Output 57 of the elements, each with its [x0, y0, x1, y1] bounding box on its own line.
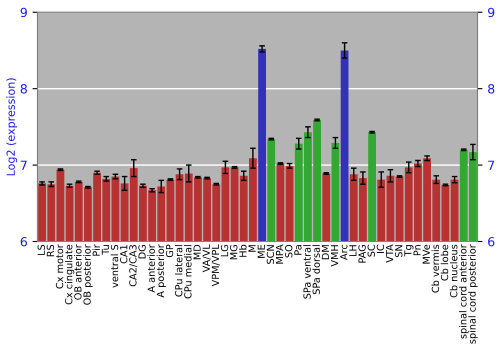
x-tick-label: Cx motor [56, 244, 64, 289]
x-tick-label: SN [395, 245, 402, 258]
x-tick-label: SPa ventral [303, 245, 311, 299]
x-tick-label: LH [349, 245, 356, 256]
x-tick-label: CPu medial [184, 245, 192, 298]
y2-tick-label: 6 [488, 236, 494, 246]
x-tick-label: IC [376, 244, 384, 253]
x-tick-label: VTA [386, 244, 394, 263]
x-tick-label: A posterior [156, 244, 166, 298]
x-tick-label: Cb lobe [440, 244, 448, 281]
x-tick-label: CA2/CA3 [129, 245, 138, 286]
x-tick-label: DG [138, 245, 146, 258]
x-tick-label: CA1 [120, 245, 128, 264]
x-tick-label: Tu [102, 245, 110, 255]
x-tick-label: SPa dorsal [312, 245, 320, 294]
y-tick-label: 6 [20, 236, 27, 246]
x-tick-label: GP [166, 244, 174, 258]
x-tick-label: SC [368, 244, 375, 257]
x-tick-label: PAG [358, 245, 366, 263]
x-tick-label: Cb vermis [432, 244, 440, 293]
x-tick-label: CPu lateral [174, 245, 182, 297]
x-tick-label: VA/VL [202, 244, 211, 272]
x-tick-label: MVe [422, 244, 430, 264]
y-tick-label: 9 [20, 8, 27, 18]
x-tick-label: LS [38, 244, 45, 255]
x-tick-label: VMH [331, 245, 338, 267]
x-tick-label: Cx cingulate [64, 244, 74, 304]
x-tick-label: SCN [266, 245, 274, 264]
y-tick-label: 8 [20, 84, 27, 94]
y2-tick-label: 7 [488, 160, 494, 170]
x-tick-label: RS [46, 244, 54, 256]
x-tick-label: Cb nucleus [450, 244, 458, 298]
y-tick-label: 7 [20, 160, 27, 170]
x-tick-label: ME [258, 244, 265, 258]
x-tick-label: ventral S [110, 244, 118, 288]
x-tick-label: Hb [239, 244, 247, 257]
y-axis-title: Log2 (expression) [6, 78, 18, 176]
x-tick-label: MPA [276, 244, 284, 264]
x-tick-label: Pn [414, 245, 421, 256]
x-tick-label: Pa [294, 245, 302, 255]
x-tick-label: Pir [92, 244, 100, 256]
x-tick-label: MG [230, 245, 238, 260]
y2-tick-label: 9 [488, 8, 494, 18]
x-tick-label: spinal cord posterior [468, 244, 478, 344]
x-tick-label: VPM/VPL [212, 244, 220, 286]
x-tick-label: SO [285, 244, 292, 258]
x-tick-label: DM [322, 245, 329, 260]
x-tick-label: Tg [404, 245, 414, 256]
x-tick-label: M [248, 245, 256, 252]
x-tick-label: A anterior [147, 244, 155, 292]
x-tick-label: OB anterior [74, 244, 82, 300]
x-tick-label: spinal cord anterior [459, 244, 468, 339]
x-tick-label: Arc [340, 244, 348, 260]
x-tick-label: MD [194, 244, 201, 260]
y2-tick-label: 8 [488, 84, 494, 94]
x-tick-label: LG [220, 245, 228, 256]
x-tick-label: OB posterior [83, 244, 93, 305]
